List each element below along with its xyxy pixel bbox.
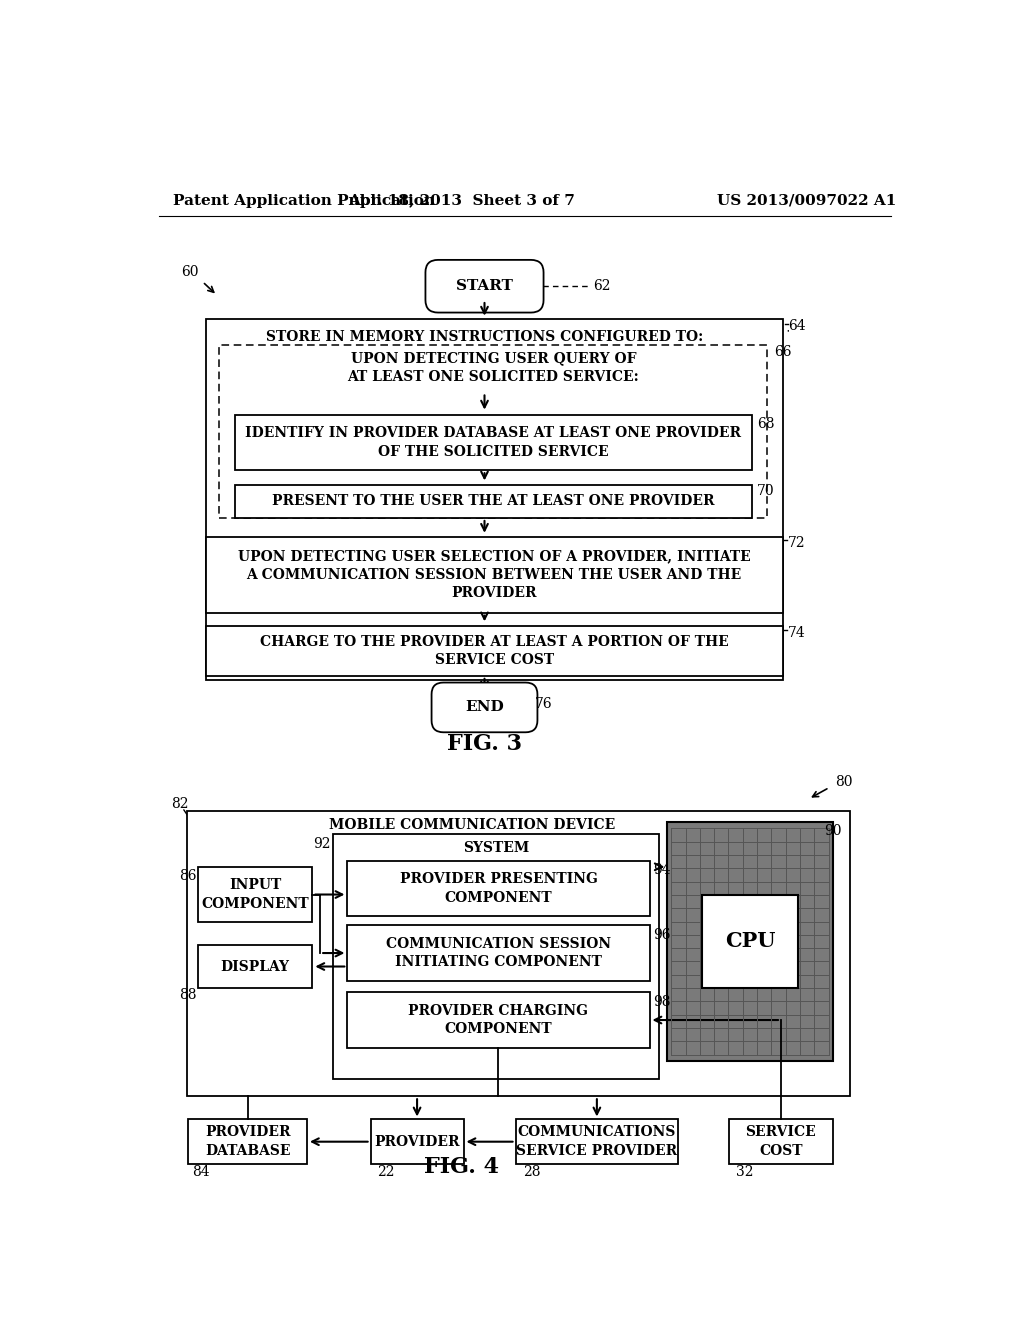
Text: INPUT
COMPONENT: INPUT COMPONENT [202,878,309,911]
FancyBboxPatch shape [729,1119,834,1164]
Text: 28: 28 [523,1164,541,1179]
FancyBboxPatch shape [188,1119,307,1164]
FancyBboxPatch shape [371,1119,464,1164]
FancyBboxPatch shape [347,993,649,1048]
Text: MOBILE COMMUNICATION DEVICE: MOBILE COMMUNICATION DEVICE [329,818,614,832]
Text: PROVIDER: PROVIDER [375,1135,460,1148]
Text: END: END [465,701,504,714]
FancyBboxPatch shape [431,682,538,733]
FancyBboxPatch shape [347,925,649,981]
FancyBboxPatch shape [187,812,850,1096]
Text: 84: 84 [193,1164,210,1179]
FancyBboxPatch shape [206,318,783,681]
FancyBboxPatch shape [234,414,752,470]
Text: UPON DETECTING USER QUERY OF
AT LEAST ONE SOLICITED SERVICE:: UPON DETECTING USER QUERY OF AT LEAST ON… [347,351,639,384]
FancyBboxPatch shape [515,1119,678,1164]
Text: 94: 94 [652,863,671,876]
Text: 90: 90 [824,825,842,838]
Text: DISPLAY: DISPLAY [220,960,290,974]
Text: UPON DETECTING USER SELECTION OF A PROVIDER, INITIATE
A COMMUNICATION SESSION BE: UPON DETECTING USER SELECTION OF A PROVI… [238,549,751,601]
Text: US 2013/0097022 A1: US 2013/0097022 A1 [717,194,896,207]
Text: 82: 82 [171,797,188,810]
Text: 92: 92 [312,837,331,850]
Text: START: START [456,280,513,293]
FancyBboxPatch shape [206,537,783,612]
Text: FIG. 4: FIG. 4 [424,1156,499,1179]
Text: 62: 62 [593,280,610,293]
FancyBboxPatch shape [198,867,312,923]
FancyBboxPatch shape [667,822,834,1061]
FancyBboxPatch shape [347,861,649,916]
Text: STORE IN MEMORY INSTRUCTIONS CONFIGURED TO:: STORE IN MEMORY INSTRUCTIONS CONFIGURED … [266,330,703,345]
Text: 64: 64 [788,319,806,333]
Text: 76: 76 [535,697,553,710]
FancyBboxPatch shape [198,945,312,987]
Text: PROVIDER PRESENTING
COMPONENT: PROVIDER PRESENTING COMPONENT [399,873,597,904]
Text: 68: 68 [758,417,775,432]
Text: 98: 98 [652,994,670,1008]
Text: 96: 96 [652,928,670,941]
Text: SERVICE
COST: SERVICE COST [745,1126,816,1158]
Text: PRESENT TO THE USER THE AT LEAST ONE PROVIDER: PRESENT TO THE USER THE AT LEAST ONE PRO… [272,495,715,508]
Text: CPU: CPU [725,932,775,952]
Text: 72: 72 [788,536,806,550]
Text: 22: 22 [377,1164,394,1179]
Text: COMMUNICATION SESSION
INITIATING COMPONENT: COMMUNICATION SESSION INITIATING COMPONE… [386,937,611,969]
Text: Patent Application Publication: Patent Application Publication [173,194,435,207]
Text: SYSTEM: SYSTEM [463,841,529,855]
Text: Apr. 18, 2013  Sheet 3 of 7: Apr. 18, 2013 Sheet 3 of 7 [348,194,574,207]
Text: 60: 60 [180,265,199,280]
Text: 86: 86 [179,869,197,883]
FancyBboxPatch shape [425,260,544,313]
FancyBboxPatch shape [334,834,658,1080]
Text: PROVIDER
DATABASE: PROVIDER DATABASE [205,1126,291,1158]
Text: 32: 32 [736,1164,754,1179]
Text: 70: 70 [758,484,775,498]
FancyBboxPatch shape [206,626,783,676]
Text: FIG. 3: FIG. 3 [447,733,522,755]
Text: 74: 74 [788,626,806,640]
Text: 88: 88 [179,989,197,1002]
Text: PROVIDER CHARGING
COMPONENT: PROVIDER CHARGING COMPONENT [409,1003,589,1036]
Text: IDENTIFY IN PROVIDER DATABASE AT LEAST ONE PROVIDER
OF THE SOLICITED SERVICE: IDENTIFY IN PROVIDER DATABASE AT LEAST O… [246,426,741,459]
Text: 66: 66 [774,346,792,359]
Text: CHARGE TO THE PROVIDER AT LEAST A PORTION OF THE
SERVICE COST: CHARGE TO THE PROVIDER AT LEAST A PORTIO… [260,635,728,667]
Text: 80: 80 [835,775,852,789]
FancyBboxPatch shape [701,895,799,987]
FancyBboxPatch shape [219,345,767,517]
FancyBboxPatch shape [234,484,752,517]
Text: COMMUNICATIONS
SERVICE PROVIDER: COMMUNICATIONS SERVICE PROVIDER [516,1126,678,1158]
